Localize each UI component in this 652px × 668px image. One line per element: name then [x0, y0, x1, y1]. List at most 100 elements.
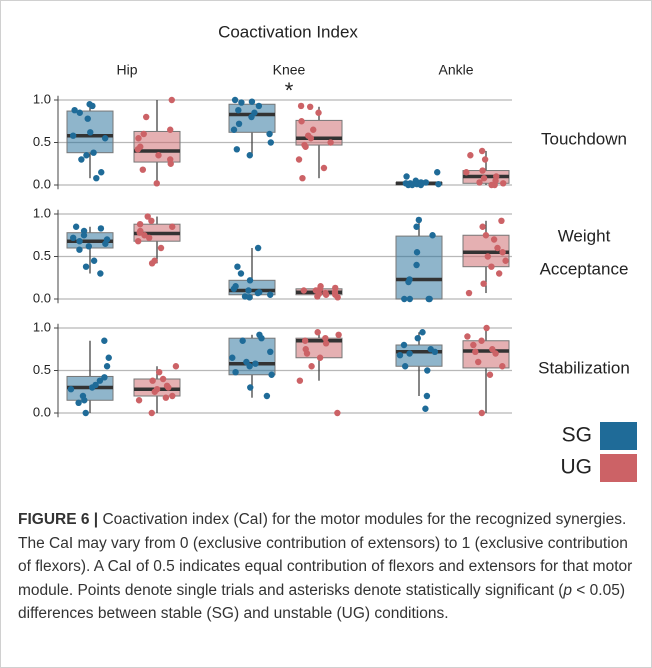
trial-point: [246, 294, 253, 301]
trial-point: [172, 363, 180, 370]
trial-point: [492, 350, 499, 357]
trial-point: [72, 223, 80, 230]
trial-point: [479, 167, 486, 174]
trial-point: [299, 175, 306, 182]
trial-point: [467, 152, 474, 159]
trial-point: [148, 260, 156, 267]
trial-point: [234, 263, 241, 270]
y-tick-label: 0.0: [33, 290, 51, 305]
trial-point: [478, 147, 486, 155]
legend-swatch: [600, 454, 637, 482]
column-label: Knee: [273, 62, 306, 78]
trial-point: [301, 337, 309, 344]
trial-point: [419, 329, 426, 336]
trial-point: [322, 291, 330, 298]
trial-point: [484, 253, 492, 260]
y-tick-label: 0.5: [33, 248, 51, 263]
trial-point: [478, 409, 486, 417]
trial-point: [238, 99, 245, 106]
trial-point: [135, 135, 142, 142]
trial-point: [334, 409, 341, 417]
trial-point: [413, 261, 420, 269]
trial-point: [84, 115, 91, 122]
trial-point: [464, 333, 471, 340]
trial-point: [246, 152, 253, 159]
caption-italic: p: [563, 581, 572, 599]
trial-point: [255, 102, 263, 110]
trial-point: [246, 277, 254, 284]
trial-point: [237, 270, 245, 277]
trial-point: [82, 263, 90, 270]
trial-point: [229, 354, 236, 361]
trial-point: [239, 337, 246, 344]
trial-point: [148, 217, 155, 224]
trial-point: [149, 377, 156, 384]
trial-point: [499, 363, 506, 370]
trial-point: [334, 294, 341, 301]
trial-point: [67, 386, 75, 393]
trial-point: [322, 335, 329, 342]
trial-point: [424, 367, 431, 374]
trial-point: [245, 287, 252, 294]
y-tick-label: 0.5: [33, 362, 51, 377]
trial-point: [155, 152, 162, 159]
trial-point: [254, 244, 262, 252]
trial-point: [97, 270, 104, 277]
column-label: Ankle: [438, 62, 473, 78]
trial-point: [405, 278, 412, 286]
trial-point: [406, 350, 413, 357]
trial-point: [300, 287, 308, 294]
trial-point: [169, 223, 176, 230]
trial-point: [502, 257, 509, 264]
trial-point: [403, 173, 410, 180]
trial-point: [481, 156, 489, 163]
row-label: Acceptance: [540, 259, 629, 278]
caption-label: FIGURE 6 |: [18, 511, 99, 528]
trial-point: [248, 98, 256, 105]
trial-point: [423, 392, 431, 400]
trial-point: [89, 102, 96, 110]
trial-point: [413, 223, 420, 230]
box: [395, 235, 443, 300]
trial-point: [80, 232, 88, 239]
row-label: Stabilization: [538, 358, 630, 377]
trial-point: [162, 394, 170, 401]
trial-point: [478, 337, 485, 344]
trial-point: [495, 270, 503, 277]
trial-point: [252, 360, 259, 367]
legend-label: UG: [561, 456, 593, 479]
trial-point: [476, 179, 483, 186]
trial-point: [235, 107, 242, 114]
trial-point: [295, 156, 303, 163]
trial-point: [406, 295, 414, 303]
trial-point: [498, 217, 505, 224]
trial-point: [417, 181, 425, 189]
trial-point: [267, 348, 274, 355]
trial-point: [167, 160, 174, 167]
trial-point: [134, 146, 142, 153]
y-tick-label: 0.5: [33, 134, 51, 149]
trial-point: [247, 384, 254, 391]
trial-point: [413, 249, 421, 256]
y-tick-label: 1.0: [33, 91, 51, 106]
trial-point: [93, 175, 100, 182]
trial-point: [434, 169, 441, 176]
trial-point: [465, 289, 473, 297]
trial-point: [230, 285, 238, 292]
trial-point: [231, 96, 239, 104]
trial-point: [69, 234, 77, 241]
trial-point: [320, 164, 328, 172]
trial-point: [494, 244, 501, 252]
trial-point: [139, 166, 147, 173]
trial-point: [81, 397, 88, 404]
trial-point: [136, 221, 144, 228]
trial-point: [90, 257, 98, 264]
caption-text: < 0.05) differences between stable (SG) …: [18, 581, 625, 623]
trial-point: [165, 384, 172, 391]
trial-point: [327, 139, 334, 146]
trial-point: [302, 143, 309, 150]
significance-marker: *: [285, 78, 294, 103]
trial-point: [235, 120, 243, 128]
trial-point: [85, 243, 93, 250]
trial-point: [414, 335, 421, 342]
